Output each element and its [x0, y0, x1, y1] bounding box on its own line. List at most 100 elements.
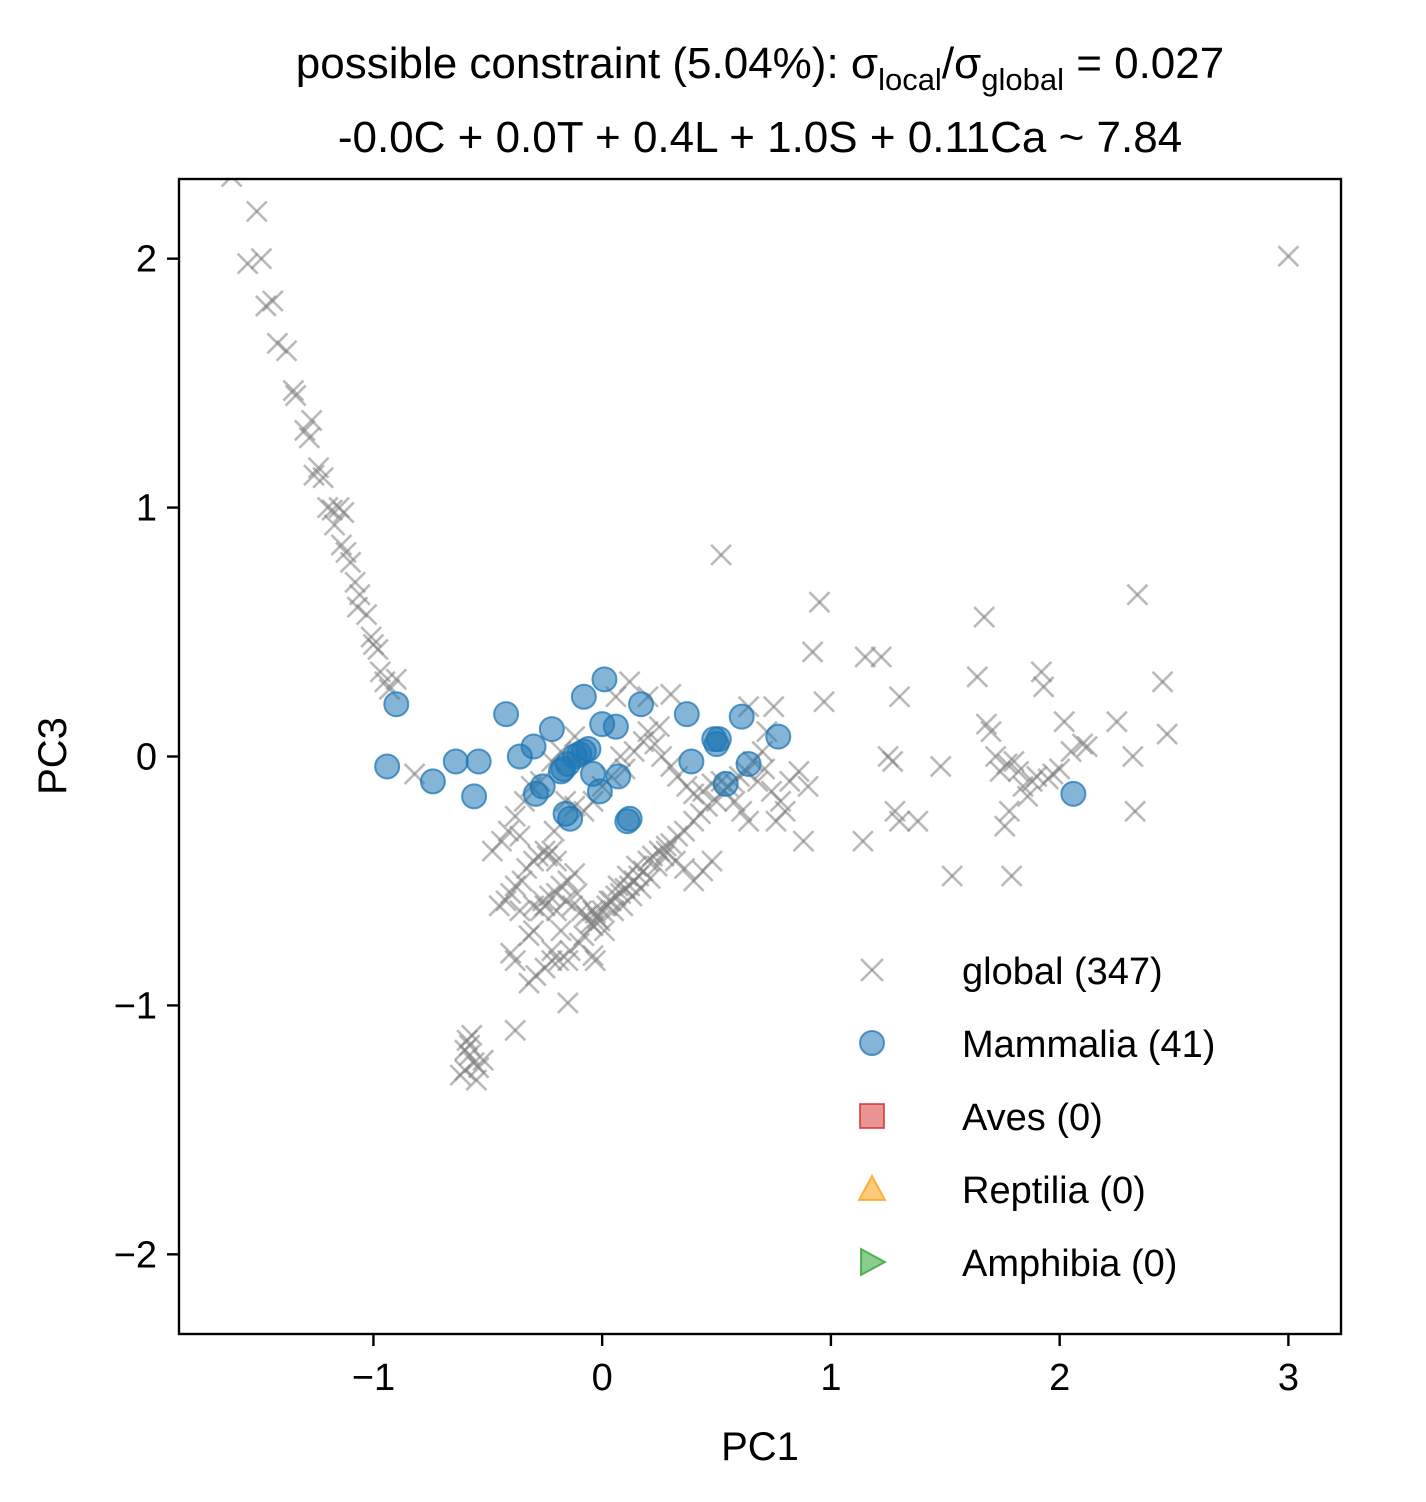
global-point — [522, 919, 545, 942]
global-point — [1156, 723, 1179, 746]
global-point — [941, 865, 964, 887]
global-point — [888, 685, 911, 708]
mammalia-point — [703, 731, 730, 758]
chart-subtitle: -0.0C + 0.0T + 0.4L + 1.0S + 0.11Ca ~ 7.… — [338, 113, 1182, 162]
global-point — [556, 949, 579, 972]
global-point — [504, 805, 527, 828]
mammalia-point — [678, 748, 705, 775]
global-point — [636, 720, 659, 743]
mammalia-point — [538, 716, 565, 743]
y-tick-label: −1 — [114, 985, 157, 1027]
legend-label: Reptilia (0) — [962, 1170, 1146, 1212]
mammalia-point — [442, 748, 469, 775]
legend-marker — [860, 1247, 888, 1277]
chart-title-sub2: global — [981, 62, 1064, 97]
global-point — [1151, 670, 1174, 693]
global-point — [852, 830, 874, 853]
global-point — [1060, 740, 1083, 763]
global-point — [653, 845, 675, 867]
global-point — [323, 514, 346, 536]
global-point — [284, 384, 307, 407]
global-point — [973, 606, 996, 629]
global-point — [385, 668, 408, 691]
global-point — [808, 591, 831, 614]
global-point — [888, 810, 911, 833]
global-point — [250, 247, 273, 270]
global-point — [355, 603, 378, 626]
global-point — [648, 715, 671, 738]
global-point — [1124, 800, 1147, 823]
global-point — [765, 810, 787, 833]
global-point — [1007, 760, 1030, 783]
mammalia-point — [461, 783, 488, 810]
global-point — [245, 200, 268, 223]
legend-item: Amphibia (0) — [860, 1243, 1177, 1285]
chart-title-mid: /σ — [942, 39, 981, 88]
global-point — [975, 713, 998, 736]
global-point — [787, 760, 810, 783]
global-point — [1053, 710, 1076, 733]
global-point — [511, 870, 534, 892]
plot-points — [220, 179, 1300, 1092]
mammalia-point — [465, 748, 492, 775]
global-point — [1121, 745, 1144, 768]
mammalia-point — [383, 691, 410, 718]
global-point — [730, 800, 753, 823]
legend-label: Amphibia (0) — [962, 1243, 1177, 1285]
global-point — [1126, 583, 1149, 606]
mammalia-point — [570, 683, 597, 710]
global-point — [504, 1019, 527, 1042]
legend-marker — [859, 1030, 885, 1056]
global-point — [465, 1069, 488, 1092]
mammalia-point — [605, 763, 632, 790]
global-point — [481, 840, 504, 863]
global-point — [508, 899, 531, 922]
global-point — [582, 944, 604, 967]
global-point — [300, 409, 323, 432]
global-point — [996, 753, 1018, 775]
mammalia-point — [493, 701, 520, 728]
mammalia-point — [614, 808, 641, 835]
mammalia-point — [520, 733, 547, 760]
global-point — [1071, 733, 1094, 755]
plot-frame — [177, 177, 1343, 1336]
mammalia-point — [1060, 780, 1087, 807]
global-point — [545, 899, 568, 922]
x-tick-label: 0 — [592, 1357, 613, 1399]
global-point — [625, 855, 648, 877]
y-tick-label: 2 — [136, 239, 157, 281]
mammalia-point — [728, 703, 755, 730]
global-point — [220, 179, 243, 188]
mammalia-point — [575, 736, 602, 763]
x-axis-ticks: −1 0 1 2 3 — [352, 1334, 1299, 1399]
global-point — [508, 825, 531, 848]
global-point — [339, 551, 362, 574]
global-point — [540, 949, 563, 972]
global-point — [1277, 245, 1300, 268]
global-point — [646, 855, 668, 877]
global-point — [701, 850, 723, 872]
global-point — [762, 695, 785, 718]
global-point — [236, 252, 259, 275]
global-point — [792, 830, 815, 853]
global-point — [540, 939, 563, 962]
mammalia-point — [547, 758, 574, 785]
legend-marker — [860, 958, 884, 982]
global-point — [980, 720, 1002, 743]
global-point — [458, 1034, 481, 1057]
chart-title-suffix: = 0.027 — [1064, 39, 1224, 88]
x-axis-label: PC1 — [721, 1425, 799, 1469]
mammalia-point — [529, 773, 556, 800]
global-point — [1105, 710, 1128, 733]
global-point — [566, 882, 588, 905]
y-tick-label: 1 — [136, 488, 157, 530]
y-tick-label: 0 — [136, 737, 157, 779]
legend-item: Reptilia (0) — [857, 1170, 1146, 1212]
mammalia-point — [419, 768, 446, 795]
y-axis-label: PC3 — [31, 717, 75, 795]
mammalia-point — [673, 701, 700, 728]
chart-title-prefix: possible constraint (5.04%): σ — [296, 39, 878, 88]
global-point — [609, 745, 632, 768]
global-point — [563, 862, 586, 885]
mammalia-point — [580, 760, 607, 787]
